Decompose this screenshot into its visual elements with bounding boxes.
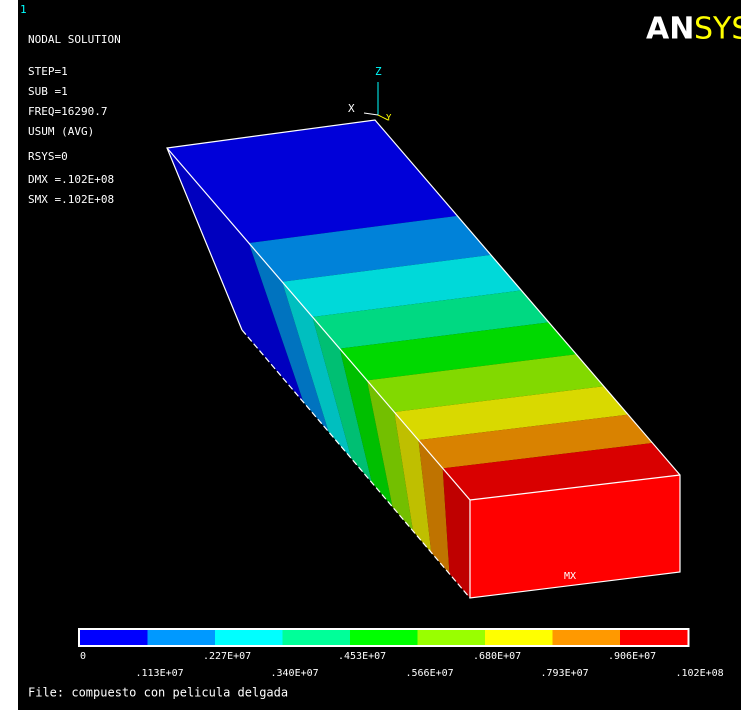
legend-swatch	[418, 630, 486, 645]
legend-label: .340E+07	[271, 668, 319, 679]
legend-swatch	[215, 630, 283, 645]
info-line: DMX =.102E+08	[28, 173, 114, 186]
legend-label: .906E+07	[608, 651, 656, 662]
info-line: SUB =1	[28, 85, 68, 98]
triad-label: X	[348, 102, 355, 115]
legend-swatch	[620, 630, 688, 645]
legend-label: .113E+07	[136, 668, 184, 679]
triad-label: Y	[386, 114, 392, 124]
legend-label: .102E+08	[676, 668, 724, 679]
info-line: FREQ=16290.7	[28, 105, 107, 118]
window-number: 1	[20, 3, 27, 16]
legend-swatch	[283, 630, 351, 645]
legend-swatch	[485, 630, 553, 645]
logo: AN	[646, 12, 694, 47]
legend-label: .680E+07	[473, 651, 521, 662]
info-line: SMX =.102E+08	[28, 193, 114, 206]
legend-swatch	[553, 630, 621, 645]
ansys-screen: 1 NODAL SOLUTION AN SYS STEP=1 SUB =1 FREQ…	[0, 0, 741, 710]
triad-label: Z	[375, 65, 382, 78]
legend-label: 0	[80, 651, 86, 662]
legend-swatch	[148, 630, 216, 645]
info-line: STEP=1	[28, 65, 68, 78]
info-line: RSYS=0	[28, 150, 68, 163]
plot-title: NODAL SOLUTION	[28, 33, 121, 46]
legend-label: .793E+07	[541, 668, 589, 679]
info-line: USUM (AVG)	[28, 125, 94, 138]
legend-label: .227E+07	[203, 651, 251, 662]
legend-label: .566E+07	[406, 668, 454, 679]
legend-swatch	[80, 630, 148, 645]
legend-swatch	[350, 630, 418, 645]
file-name: File: compuesto con pelicula delgada	[28, 686, 288, 700]
max-label: MX	[564, 571, 576, 582]
logo: SYS	[694, 12, 741, 47]
legend-label: .453E+07	[338, 651, 386, 662]
